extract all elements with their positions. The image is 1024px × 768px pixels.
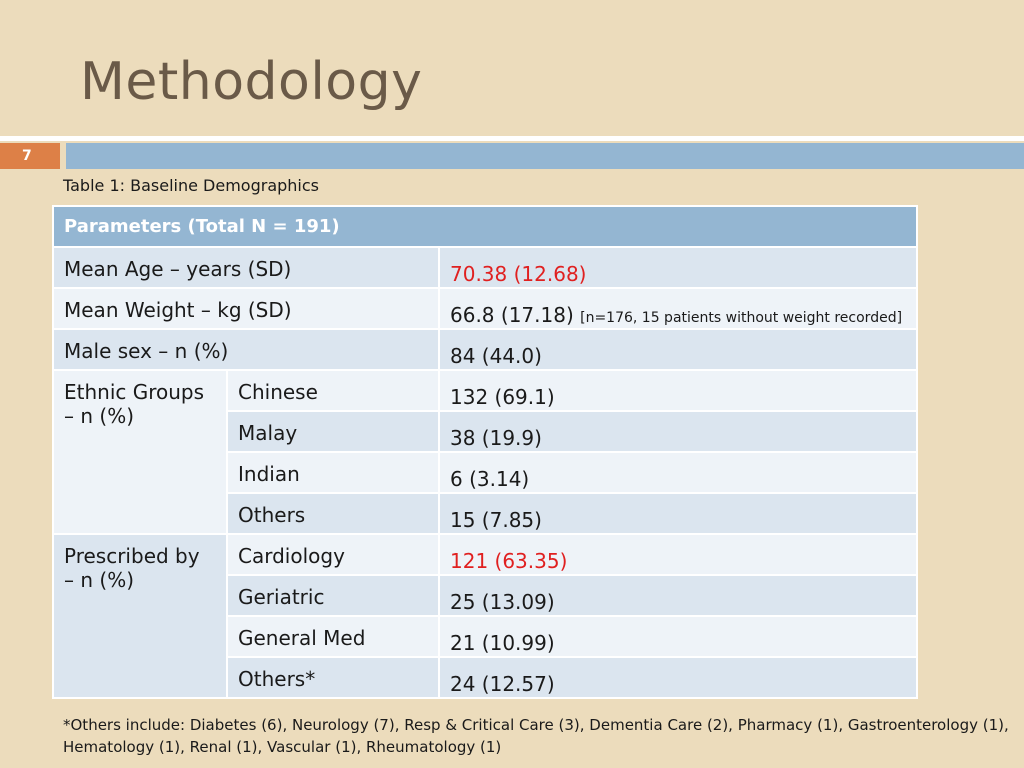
ethnic-label-line2: – n (%) bbox=[64, 404, 134, 428]
prescribed-geriatric-value: 25 (13.09) bbox=[450, 590, 555, 614]
prescribed-general-med-label: General Med bbox=[238, 626, 366, 650]
prescribed-others-label: Others* bbox=[238, 667, 316, 691]
ethnic-indian-label: Indian bbox=[238, 462, 300, 486]
ethnic-label-line1: Ethnic Groups bbox=[64, 380, 205, 404]
divider-line bbox=[0, 136, 1024, 141]
ethnic-malay-value: 38 (19.9) bbox=[450, 426, 542, 450]
demographics-table: Parameters (Total N = 191) Mean Age – ye… bbox=[51, 205, 919, 699]
ethnic-groups-label: Ethnic Groups – n (%) bbox=[64, 371, 216, 428]
table-header: Parameters (Total N = 191) bbox=[51, 205, 919, 248]
table-row: Male sex – n (%) 84 (44.0) bbox=[52, 328, 919, 371]
table-row: Others 15 (7.85) bbox=[53, 492, 919, 535]
male-sex-label: Male sex – n (%) bbox=[64, 339, 229, 363]
mean-weight-note: [n=176, 15 patients without weight recor… bbox=[580, 310, 903, 326]
mean-age-label: Mean Age – years (SD) bbox=[64, 257, 292, 281]
footnote: *Others include: Diabetes (6), Neurology… bbox=[63, 716, 1009, 756]
slide-title: Methodology bbox=[80, 52, 423, 112]
prescribed-cardiology-label: Cardiology bbox=[238, 544, 345, 568]
prescribed-by-label: Prescribed by – n (%) bbox=[64, 535, 216, 592]
male-sex-value: 84 (44.0) bbox=[450, 344, 542, 368]
ethnic-others-value: 15 (7.85) bbox=[450, 508, 542, 532]
prescribed-geriatric-label: Geriatric bbox=[238, 585, 325, 609]
table-row: Mean Age – years (SD) 70.38 (12.68) bbox=[52, 246, 919, 289]
ethnic-indian-value: 6 (3.14) bbox=[450, 467, 530, 491]
prescribed-others-value: 24 (12.57) bbox=[450, 672, 555, 696]
table-row: Ethnic Groups – n (%) Chinese 132 (69.1) bbox=[52, 369, 919, 535]
mean-age-value: 70.38 (12.68) bbox=[450, 262, 587, 286]
ethnic-chinese-value: 132 (69.1) bbox=[450, 385, 555, 409]
ethnic-others-label: Others bbox=[238, 503, 306, 527]
ethnic-chinese-label: Chinese bbox=[238, 380, 318, 404]
table-row: Malay 38 (19.9) bbox=[53, 410, 919, 453]
header-bar bbox=[66, 143, 1024, 169]
prescribed-label-line2: – n (%) bbox=[64, 568, 134, 592]
table-row: Mean Weight – kg (SD) 66.8 (17.18) [n=17… bbox=[52, 287, 919, 330]
table-row: Indian 6 (3.14) bbox=[53, 451, 919, 494]
table-row: Others* 24 (12.57) bbox=[53, 656, 919, 699]
table-row: Geriatric 25 (13.09) bbox=[53, 574, 919, 617]
page-number: 7 bbox=[0, 143, 60, 169]
mean-weight-label: Mean Weight – kg (SD) bbox=[64, 298, 292, 322]
ethnic-malay-label: Malay bbox=[238, 421, 298, 445]
mean-weight-value: 66.8 (17.18) bbox=[450, 303, 574, 327]
table-row: Prescribed by – n (%) Cardiology 121 (63… bbox=[52, 533, 919, 699]
table-caption: Table 1: Baseline Demographics bbox=[63, 176, 319, 195]
prescribed-cardiology-value: 121 (63.35) bbox=[450, 549, 568, 573]
prescribed-label-line1: Prescribed by bbox=[64, 544, 200, 568]
prescribed-general-med-value: 21 (10.99) bbox=[450, 631, 555, 655]
table-row: General Med 21 (10.99) bbox=[53, 615, 919, 658]
